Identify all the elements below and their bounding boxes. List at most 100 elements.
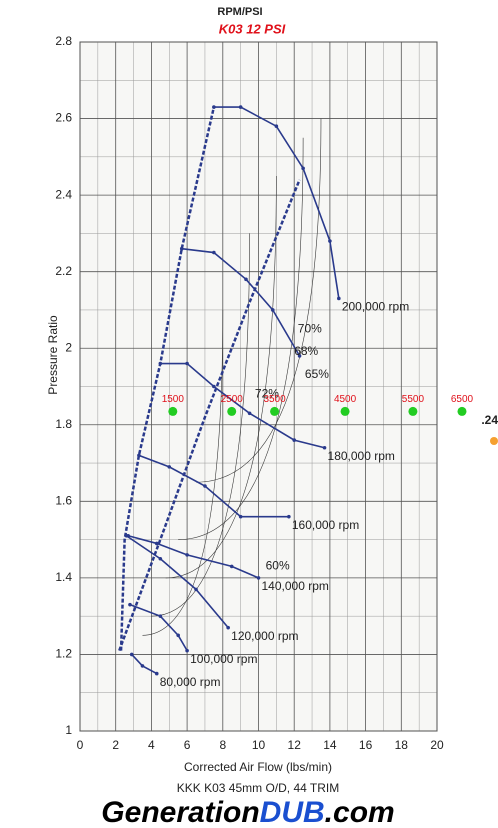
- x-tick-label: 16: [359, 738, 373, 752]
- x-tick-label: 18: [395, 738, 409, 752]
- speed-point: [129, 652, 134, 657]
- operating-line: [118, 179, 301, 652]
- plot-area: 0 2 4 6 8 10 12 14 16 18 20 1 1.2 1.4 1.6 1.8 2 2.2 2.4 2.6…: [55, 34, 498, 752]
- speed-point: [274, 124, 279, 129]
- speed-point: [297, 354, 302, 358]
- speed-point: [292, 438, 297, 442]
- speed-point: [287, 514, 291, 519]
- speed-label: 100,000 rpm: [190, 652, 257, 666]
- speed-point: [328, 239, 332, 243]
- logo-part: DUB: [260, 796, 325, 828]
- speed-point: [176, 633, 180, 638]
- speed-point: [140, 664, 145, 668]
- y-tick-label: 1.6: [55, 494, 72, 508]
- header: RPM/PSI: [217, 6, 262, 18]
- speed-label: 80,000 rpm: [160, 675, 221, 689]
- speed-point: [212, 384, 216, 389]
- speed-point: [167, 465, 172, 469]
- y-tick-label: 2: [65, 340, 72, 354]
- y-tick-label: 1.4: [55, 570, 72, 584]
- rpm-point: [168, 406, 178, 416]
- y-axis-label: Pressure Ratio: [46, 315, 60, 395]
- speed-point: [337, 296, 341, 301]
- efficiency-label: 72%: [255, 386, 279, 400]
- x-tick-label: 4: [148, 738, 155, 752]
- efficiency-contour: [165, 175, 277, 579]
- speed-point: [185, 553, 189, 557]
- speed-label: 200,000 rpm: [342, 300, 409, 314]
- speed-label: 180,000 rpm: [328, 449, 395, 463]
- speed-line: [160, 362, 325, 449]
- caption: KKK K03 45mm O/D, 44 TRIM: [177, 781, 340, 795]
- rpm-point: [340, 406, 350, 416]
- rpm-point: [457, 406, 467, 416]
- speed-point: [238, 105, 243, 109]
- side-note: .24: [481, 413, 498, 427]
- speed-line: [213, 106, 340, 299]
- speed-point: [270, 308, 275, 312]
- speed-point: [301, 166, 305, 171]
- efficiency-label: 65%: [305, 367, 329, 381]
- x-tick-label: 6: [184, 738, 191, 752]
- y-tick-label: 2.4: [55, 187, 72, 201]
- logo-part: .com: [325, 796, 395, 828]
- speed-point: [158, 556, 163, 561]
- speed-point: [185, 361, 189, 366]
- speed-point: [244, 277, 248, 282]
- speed-label: 140,000 rpm: [262, 579, 329, 593]
- x-tick-label: 0: [77, 738, 84, 752]
- x-tick-label: 8: [219, 738, 226, 752]
- speed-point: [256, 576, 261, 580]
- speed-point: [322, 445, 327, 450]
- efficiency-contour: [151, 233, 250, 617]
- speed-line: [129, 603, 188, 652]
- y-tick-label: 2.2: [55, 264, 72, 278]
- speed-point: [128, 602, 132, 607]
- rpm-label: 1500: [162, 394, 185, 405]
- title: K03 12 PSI: [219, 21, 286, 36]
- logo-part: Generation: [101, 796, 259, 828]
- speed-label: 120,000 rpm: [231, 629, 298, 643]
- x-axis-label: Corrected Air Flow (lbs/min): [184, 760, 332, 774]
- speed-label: 160,000 rpm: [292, 518, 359, 532]
- rpm-label: 3500: [263, 394, 286, 405]
- speed-point: [185, 648, 189, 653]
- y-tick-label: 1.2: [55, 647, 72, 661]
- rpm-label: 5500: [402, 394, 425, 405]
- efficiency-label: 68%: [294, 344, 318, 358]
- rpm-point: [408, 406, 418, 416]
- speed-point: [212, 250, 216, 255]
- speed-point: [194, 587, 198, 592]
- speed-point: [238, 514, 243, 519]
- x-tick-label: 12: [288, 738, 302, 752]
- speed-point: [158, 614, 163, 618]
- efficiency-contour: [178, 137, 304, 540]
- speed-point: [226, 625, 230, 630]
- speed-point: [154, 541, 159, 546]
- rpm-label: 2500: [221, 394, 244, 405]
- y-tick-label: 2.6: [55, 111, 72, 125]
- rpm-point: [227, 406, 237, 416]
- rpm-point: [270, 406, 280, 416]
- x-tick-label: 2: [112, 738, 119, 752]
- speed-point: [203, 484, 207, 488]
- speed-point: [154, 671, 159, 676]
- y-tick-label: 2.8: [55, 34, 72, 48]
- y-tick-label: 1.8: [55, 417, 72, 431]
- logo: GenerationDUB.com: [101, 796, 394, 828]
- x-tick-label: 10: [252, 738, 266, 752]
- surge-line: [119, 106, 216, 651]
- rpm-label: 4500: [334, 394, 357, 405]
- x-tick-label: 20: [430, 738, 444, 752]
- speed-point: [247, 411, 252, 416]
- efficiency-contour: [142, 309, 224, 636]
- x-tick-label: 14: [323, 738, 337, 752]
- speed-point: [229, 564, 234, 569]
- rpm-label: 6500: [451, 394, 474, 405]
- speed-line: [125, 535, 229, 629]
- y-tick-label: 1: [65, 723, 72, 737]
- efficiency-label: 60%: [266, 559, 290, 573]
- efficiency-label: 70%: [298, 321, 322, 335]
- side-dot: [490, 437, 498, 445]
